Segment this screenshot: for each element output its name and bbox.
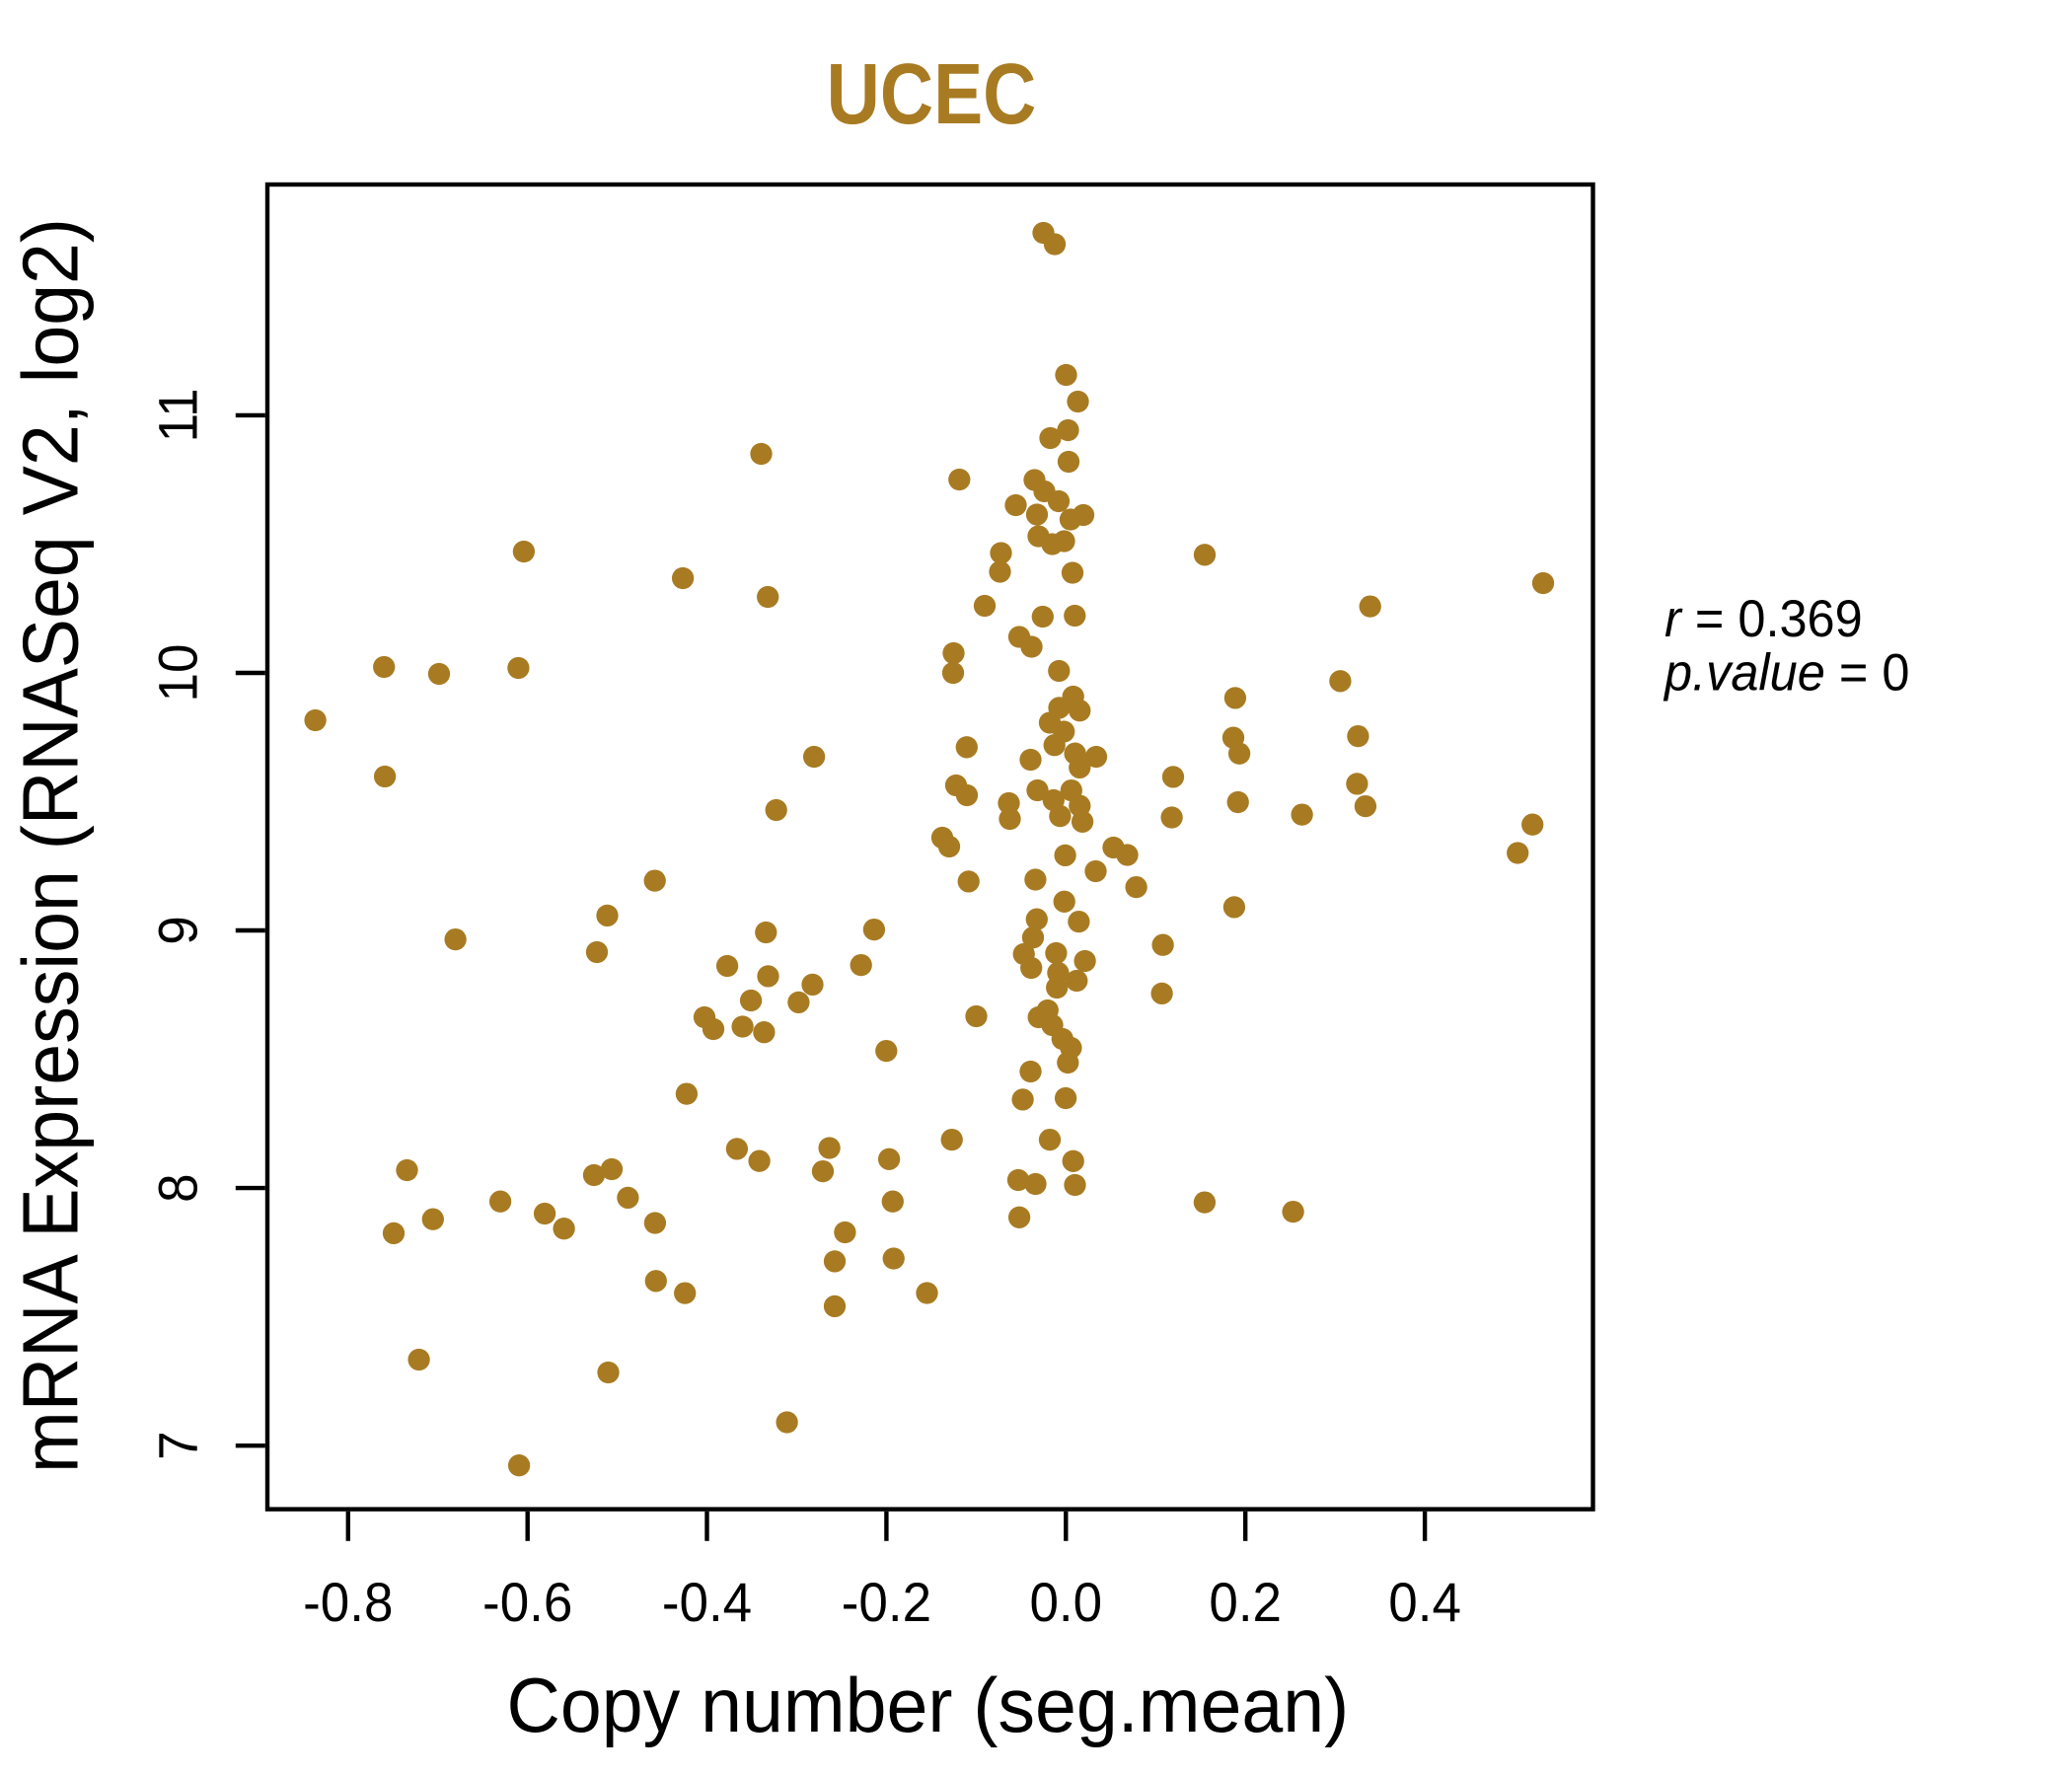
svg-text:-0.6: -0.6 — [482, 1572, 572, 1633]
svg-text:11: 11 — [147, 388, 208, 442]
svg-text:10: 10 — [147, 644, 208, 703]
svg-text:-0.2: -0.2 — [842, 1572, 931, 1633]
svg-text:r = 0.369: r = 0.369 — [1665, 589, 1863, 647]
svg-text:Copy number (seg.mean): Copy number (seg.mean) — [506, 1663, 1349, 1749]
svg-text:0.4: 0.4 — [1388, 1572, 1461, 1633]
svg-text:-0.4: -0.4 — [662, 1572, 752, 1633]
svg-text:UCEC: UCEC — [827, 46, 1037, 142]
svg-text:0.0: 0.0 — [1029, 1572, 1102, 1633]
svg-text:0.2: 0.2 — [1209, 1572, 1282, 1633]
svg-text:9: 9 — [147, 916, 208, 944]
svg-text:mRNA Expression (RNASeq V2, lo: mRNA Expression (RNASeq V2, log2) — [8, 218, 95, 1473]
svg-text:7: 7 — [147, 1431, 208, 1459]
svg-text:-0.8: -0.8 — [303, 1572, 393, 1633]
svg-text:p.value = 0: p.value = 0 — [1663, 642, 1909, 701]
svg-text:8: 8 — [147, 1173, 208, 1202]
